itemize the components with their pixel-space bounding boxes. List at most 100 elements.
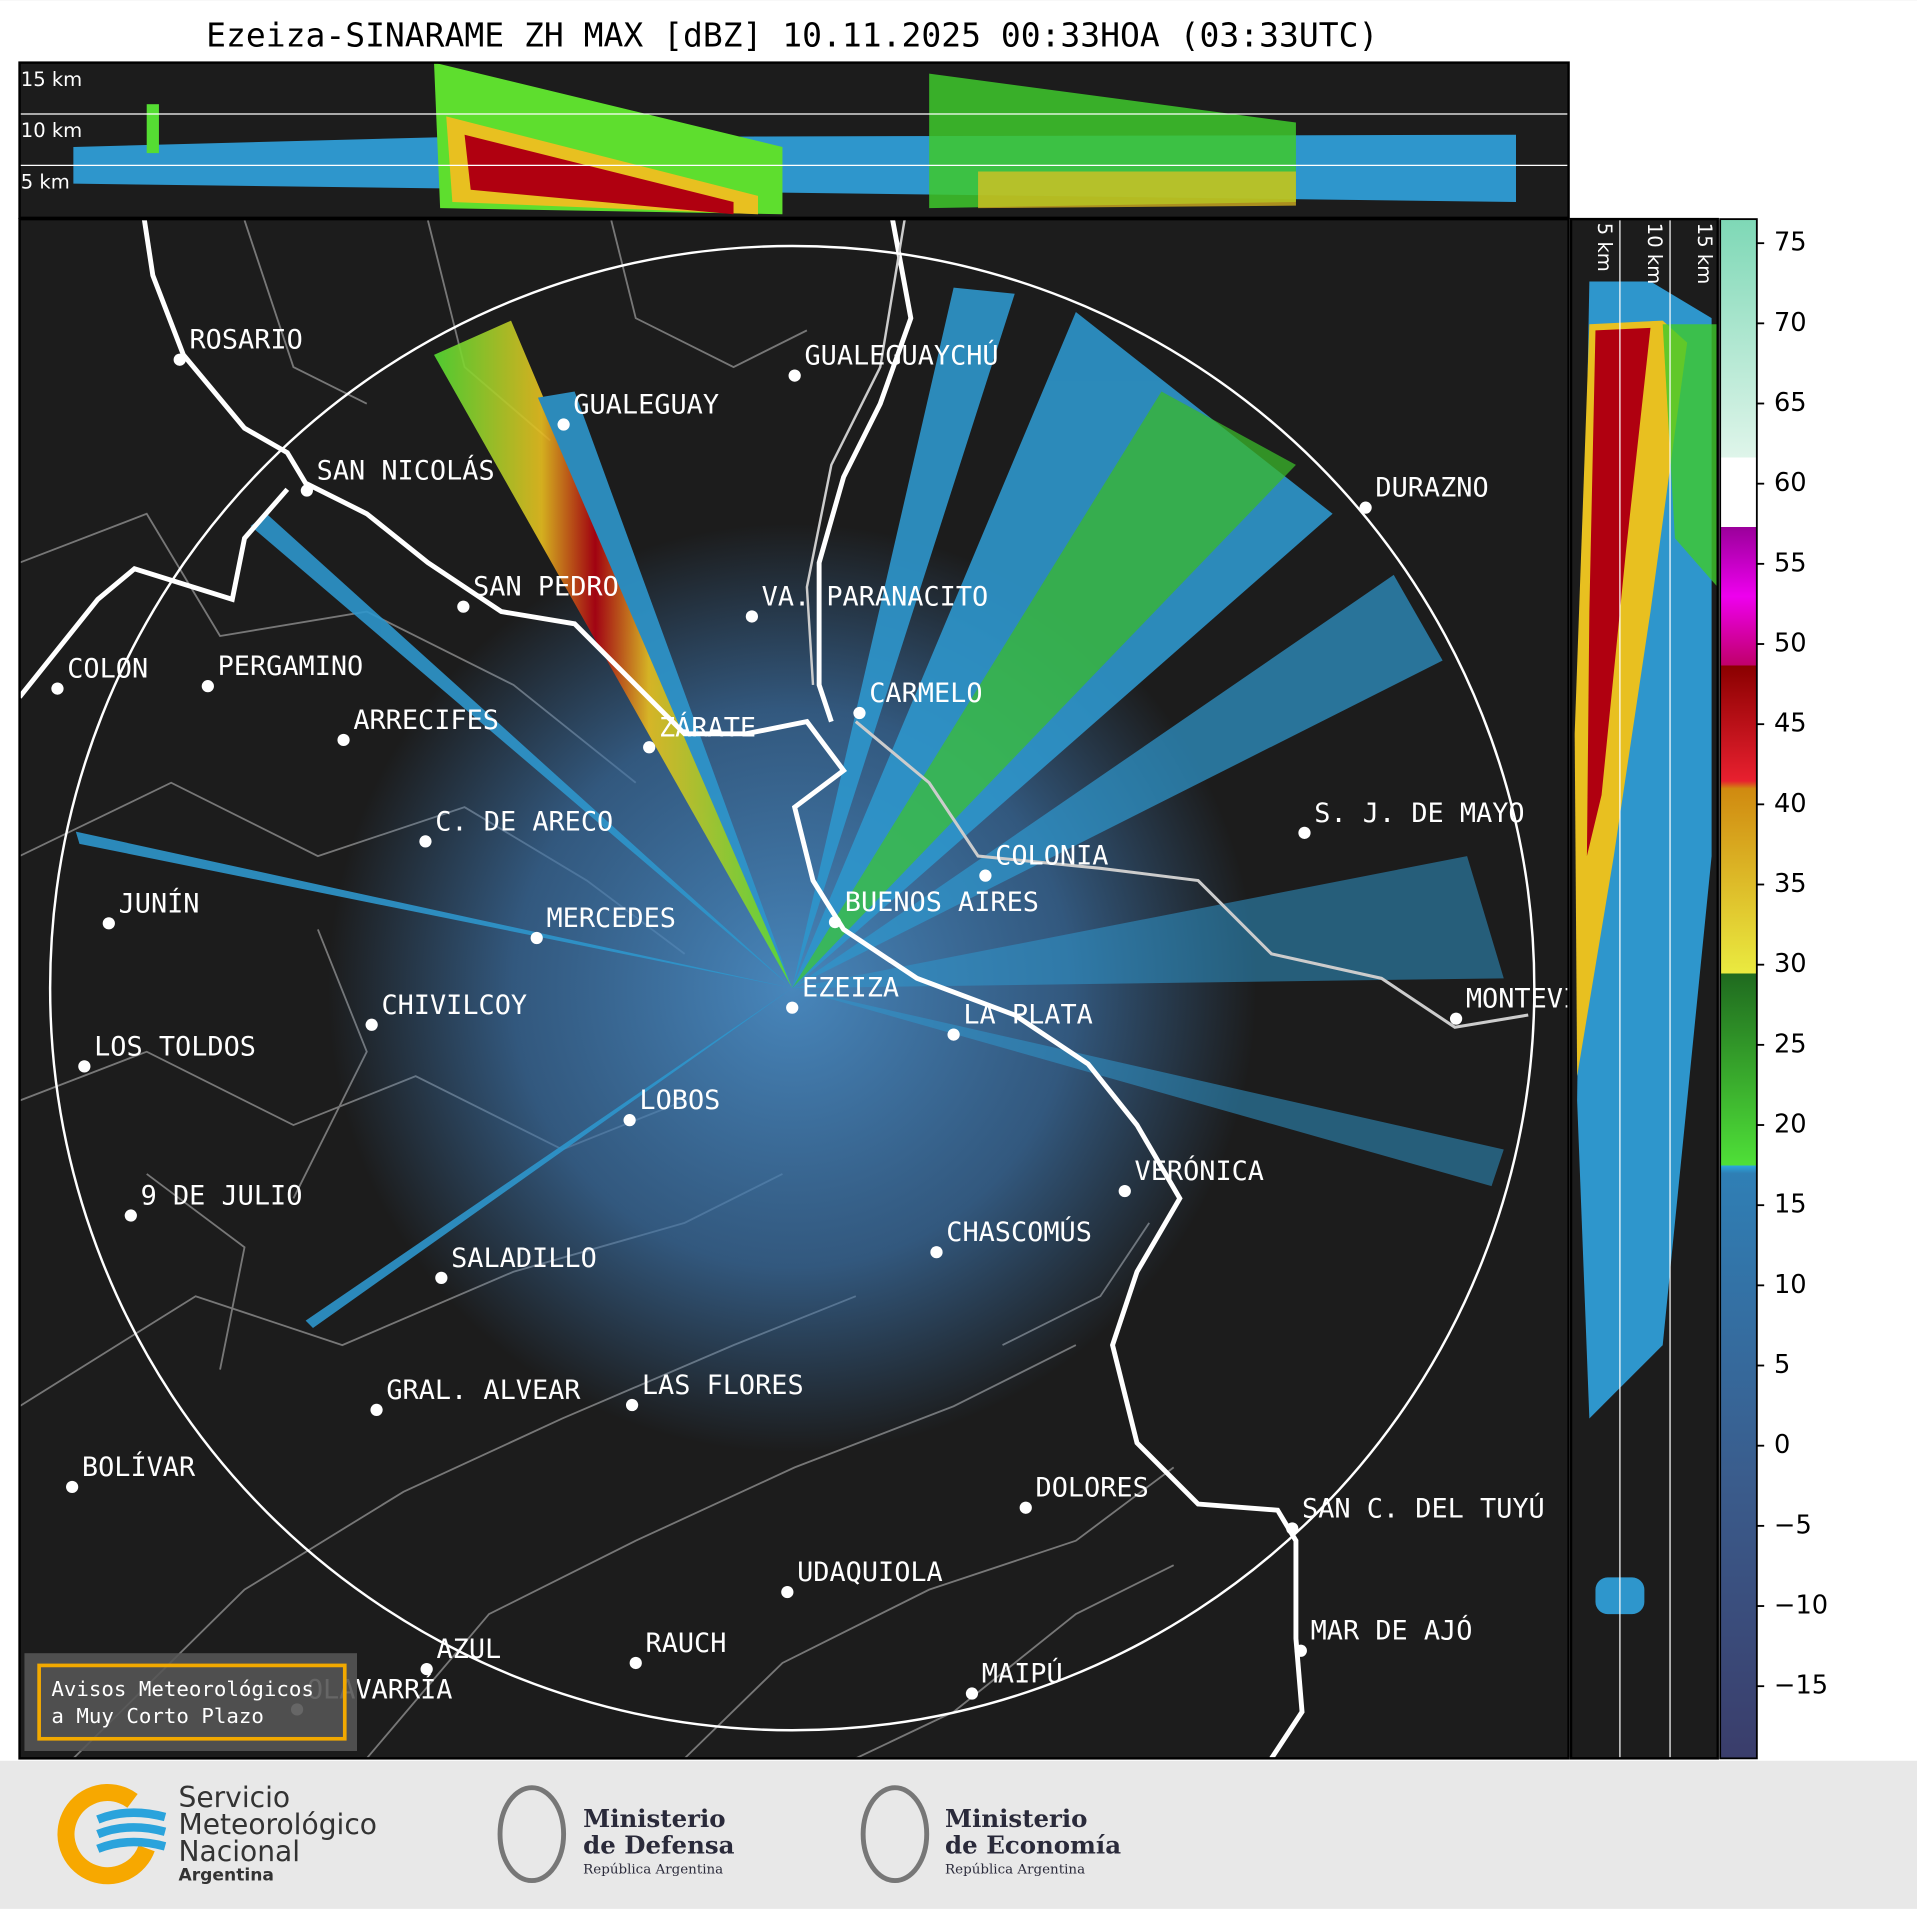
city-dot [786,1001,799,1014]
city-label: CHASCOMÚS [946,1216,1092,1248]
city-label: BUENOS AIRES [845,887,1039,918]
city-label: VA. PARANACITO [762,581,989,612]
city-dot [201,680,214,693]
colorbar-tick-label: 70 [1774,308,1807,338]
city-dot [557,418,570,431]
city-dot [930,1246,943,1259]
echo [978,171,1296,209]
city-dot [629,1656,642,1670]
colorbar-tick-label: 25 [1774,1029,1807,1059]
colorbar-tick-label: 45 [1774,709,1807,739]
range-ring [48,244,1536,1732]
city-dot [1359,501,1372,514]
city-label: RAUCH [646,1628,727,1659]
economia-text: Ministerio [945,1804,1087,1833]
altitude-label: 10 km [21,119,82,142]
echo [464,134,734,215]
city-label: SALADILLO [451,1243,597,1274]
smn-text: Argentina [178,1866,273,1886]
city-label: S. J. DE MAYO [1314,798,1524,829]
city-dot [979,869,992,882]
warning-text: Avisos Meteorológicos [51,1677,314,1701]
smn-logo [57,1784,158,1885]
city-label: BOLÍVAR [82,1451,196,1483]
city-label: SAN NICOLÁS [317,455,495,487]
echo [1586,327,1651,857]
economia-text: República Argentina [945,1862,1085,1877]
city-dot [643,741,656,754]
city-dot [1294,1644,1307,1657]
city-label: SAN C. DEL TUYÚ [1302,1492,1545,1524]
city-label: C. DE ARECO [435,806,613,837]
city-dot [420,1662,433,1676]
city-dot [124,1209,137,1222]
colorbar-tick-label: 50 [1774,629,1807,659]
colorbar-tick-label: 35 [1774,869,1807,899]
footer: Servicio Meteorológico Nacional Argentin… [57,1781,1121,1886]
footer-band [0,1760,1917,1909]
city-label: GUALEGUAYCHÚ [804,340,998,372]
altitude-label: 5 km [21,171,70,194]
city-label: GUALEGUAY [573,390,719,421]
city-label: MAR DE AJÓ [1311,1615,1473,1647]
coast-uruguay [854,720,1529,1029]
colorbar-tick-label: 65 [1774,388,1807,418]
coat-of-arms [497,1785,567,1884]
defensa-text: de Defensa [583,1831,734,1860]
city-label: PERGAMINO [218,651,364,682]
city-label: LAS FLORES [642,1370,804,1401]
city-dot [625,1398,639,1412]
echoes [75,287,1504,1328]
city-dot [66,1480,79,1494]
city-dot [965,1687,979,1700]
city-label: AZUL [436,1634,501,1665]
economia-text: de Economía [945,1831,1121,1860]
altitude-label: 15 km [1693,223,1716,284]
city-layer: ROSARIO GUALEGUAYCHÚ GUALEGUAY SAN NICOLÁS D… [51,325,1569,1716]
city-label: DOLORES [1036,1473,1149,1504]
altitude-label: 15 km [21,68,82,91]
echo [1662,324,1718,588]
altitude-label: 10 km [1643,223,1666,284]
colorbar [1719,218,1758,1760]
city-label: 9 DE JULIO [141,1181,303,1212]
river [805,219,906,685]
city-dot [51,682,64,695]
city-label: ROSARIO [189,325,302,356]
colorbar-tick-label: 30 [1774,949,1807,979]
city-dot [623,1114,636,1127]
colorbar-tick-label: 55 [1774,548,1807,578]
city-label: ZÁRATE [659,711,756,743]
city-dot [947,1028,960,1041]
city-label: JUNÍN [119,887,200,919]
warning-box-bg [24,1653,357,1752]
altitude-label: 5 km [1593,223,1616,272]
city-label: UDAQUIOLA [797,1557,943,1588]
defensa-text: República Argentina [583,1862,723,1877]
city-dot [745,610,758,623]
city-label: MERCEDES [546,903,675,934]
colorbar-tick-label: 60 [1774,468,1807,498]
city-label: DURAZNO [1375,473,1488,504]
map: ROSARIO GUALEGUAYCHÚ GUALEGUAY SAN NICOLÁS D… [19,219,1569,1759]
city-label: EZEIZA [802,973,899,1004]
city-label: LOBOS [639,1085,720,1116]
coat-of-arms [860,1785,930,1884]
city-dot [853,706,866,720]
city-dot [1298,826,1311,839]
city-dot [102,917,115,930]
coastline [19,219,1305,1759]
city-dot [1286,1522,1299,1535]
city-label: GRAL. ALVEAR [386,1375,581,1406]
defensa-text: Ministerio [583,1804,725,1833]
city-label: VERÓNICA [1135,1155,1264,1187]
city-label: SAN PEDRO [473,572,619,603]
city-label: MAIPÚ [982,1658,1063,1690]
smn-text: Meteorológico [178,1808,377,1841]
echo [146,104,159,154]
city-label: LOS TOLDOS [94,1031,256,1062]
city-dot [173,353,186,366]
city-dot [1019,1501,1032,1514]
panel-frame [1569,217,1719,1760]
city-dot [300,484,313,497]
